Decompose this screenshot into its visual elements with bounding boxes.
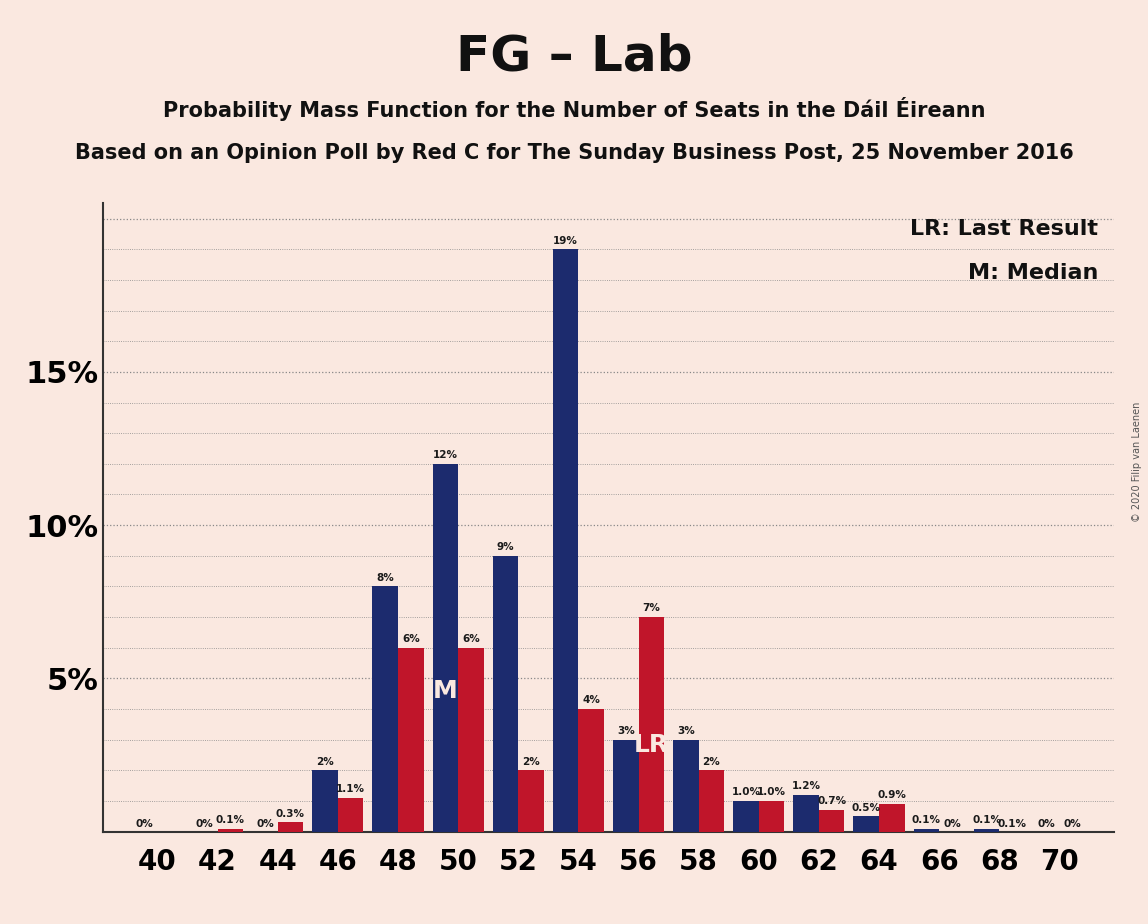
Bar: [853, 816, 879, 832]
Text: 0%: 0%: [135, 820, 154, 829]
Text: 0%: 0%: [943, 820, 961, 829]
Text: © 2020 Filip van Laenen: © 2020 Filip van Laenen: [1132, 402, 1142, 522]
Bar: [673, 739, 699, 832]
Text: 0.5%: 0.5%: [852, 803, 881, 812]
Text: 0.1%: 0.1%: [912, 815, 941, 825]
Text: 0%: 0%: [1063, 820, 1081, 829]
Bar: [974, 829, 999, 832]
Text: 6%: 6%: [402, 634, 420, 644]
Text: 0.1%: 0.1%: [972, 815, 1001, 825]
Bar: [492, 555, 518, 832]
Text: FG – Lab: FG – Lab: [456, 32, 692, 80]
Text: LR: LR: [634, 733, 669, 757]
Text: M: Median: M: Median: [968, 263, 1099, 283]
Text: 1.0%: 1.0%: [731, 787, 760, 797]
Text: 4%: 4%: [582, 696, 600, 705]
Bar: [759, 801, 784, 832]
Text: 1.0%: 1.0%: [757, 787, 786, 797]
Text: 2%: 2%: [316, 757, 334, 767]
Text: 3%: 3%: [677, 726, 695, 736]
Bar: [819, 810, 845, 832]
Text: 1.1%: 1.1%: [336, 784, 365, 795]
Bar: [699, 771, 724, 832]
Text: 7%: 7%: [643, 603, 660, 614]
Text: LR: Last Result: LR: Last Result: [910, 219, 1099, 239]
Bar: [879, 804, 905, 832]
Bar: [518, 771, 544, 832]
Text: 0.9%: 0.9%: [877, 790, 906, 800]
Text: 19%: 19%: [553, 236, 579, 246]
Text: Probability Mass Function for the Number of Seats in the Dáil Éireann: Probability Mass Function for the Number…: [163, 97, 985, 121]
Text: 0.1%: 0.1%: [998, 820, 1026, 829]
Bar: [638, 617, 664, 832]
Text: 0%: 0%: [256, 820, 274, 829]
Text: 9%: 9%: [497, 542, 514, 552]
Text: 8%: 8%: [377, 573, 394, 583]
Bar: [579, 709, 604, 832]
Text: 1.2%: 1.2%: [792, 781, 821, 791]
Bar: [218, 829, 243, 832]
Bar: [613, 739, 638, 832]
Bar: [914, 829, 939, 832]
Bar: [398, 648, 424, 832]
Text: 3%: 3%: [616, 726, 635, 736]
Bar: [338, 798, 364, 832]
Text: 12%: 12%: [433, 450, 458, 460]
Bar: [553, 249, 579, 832]
Text: 2%: 2%: [522, 757, 540, 767]
Bar: [458, 648, 483, 832]
Bar: [793, 795, 819, 832]
Text: 0%: 0%: [196, 820, 214, 829]
Text: 0.1%: 0.1%: [216, 815, 245, 825]
Text: 0.3%: 0.3%: [276, 808, 305, 819]
Text: 6%: 6%: [461, 634, 480, 644]
Bar: [278, 822, 303, 832]
Text: 2%: 2%: [703, 757, 720, 767]
Bar: [433, 464, 458, 832]
Text: 0.7%: 0.7%: [817, 796, 846, 807]
Bar: [312, 771, 338, 832]
Bar: [734, 801, 759, 832]
Bar: [372, 587, 398, 832]
Text: 0%: 0%: [1038, 820, 1055, 829]
Text: M: M: [433, 679, 458, 703]
Text: Based on an Opinion Poll by Red C for The Sunday Business Post, 25 November 2016: Based on an Opinion Poll by Red C for Th…: [75, 143, 1073, 164]
